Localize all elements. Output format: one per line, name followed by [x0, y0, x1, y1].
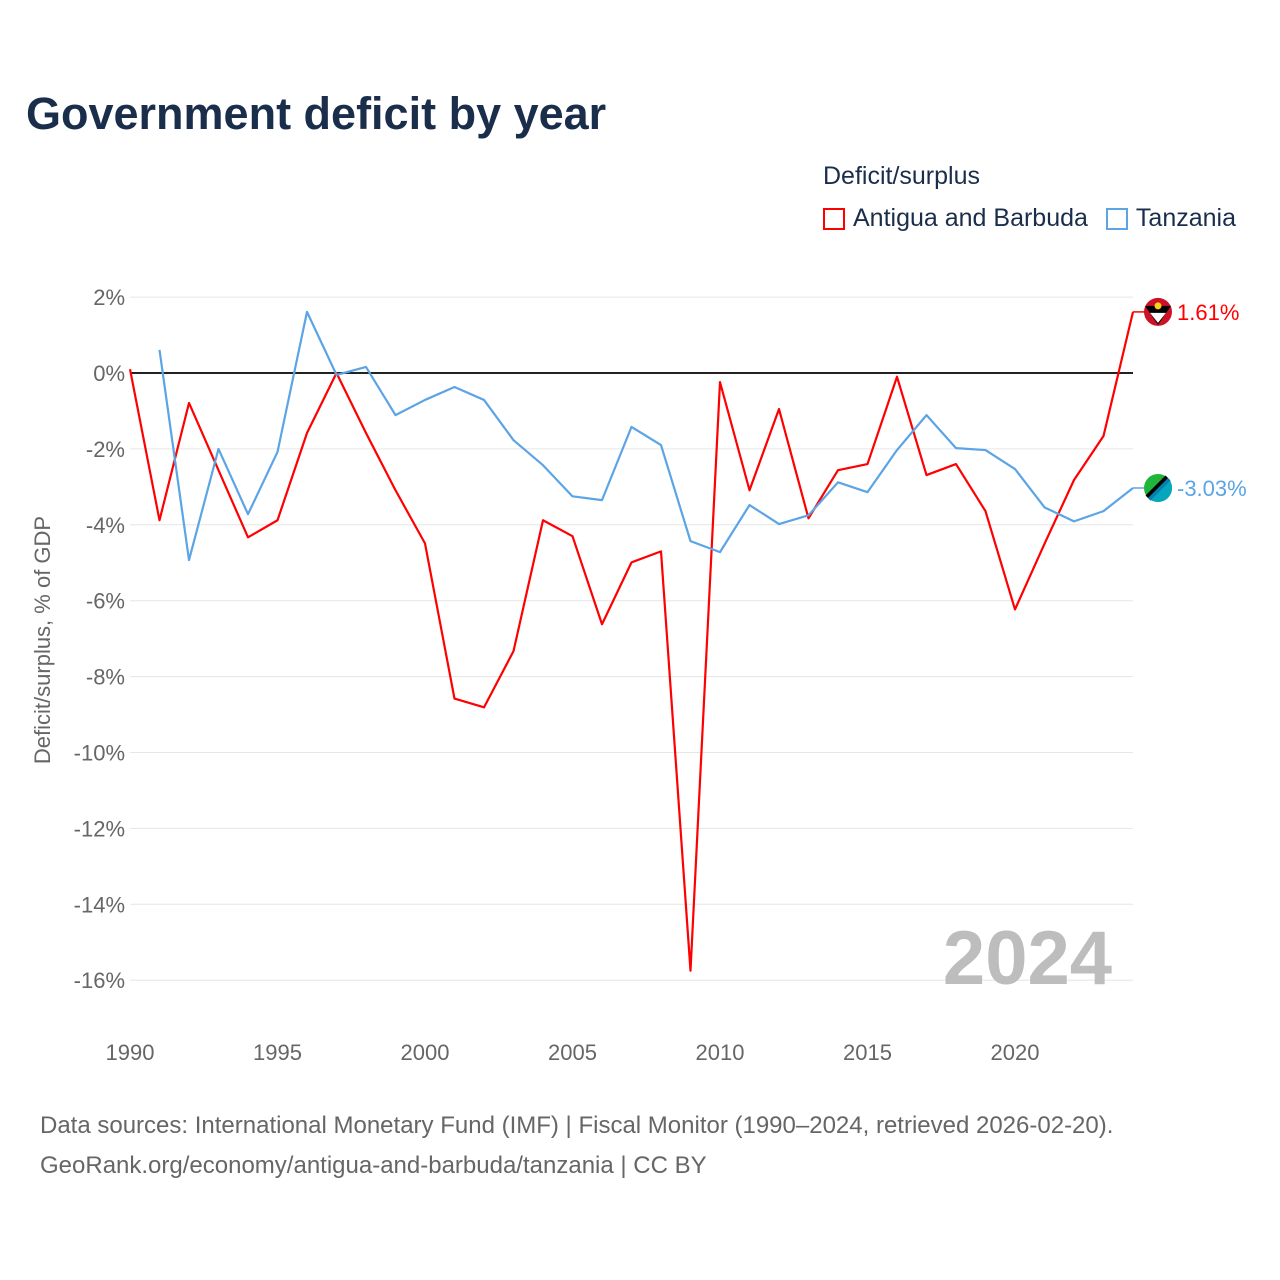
tanzania-flag-stripe — [1145, 475, 1171, 501]
antigua-flag-sun — [1154, 302, 1162, 310]
x-tick-label: 2020 — [991, 1040, 1040, 1065]
y-tick-label: -14% — [74, 892, 125, 917]
end-value-label: -3.03% — [1177, 476, 1247, 501]
legend-label-antigua: Antigua and Barbuda — [853, 204, 1088, 232]
source-line-2[interactable]: GeoRank.org/economy/antigua-and-barbuda/… — [40, 1152, 707, 1179]
year-watermark: 2024 — [943, 916, 1112, 1001]
x-tick-label: 2015 — [843, 1040, 892, 1065]
end-value-label: 1.61% — [1177, 300, 1239, 325]
legend-item-antigua[interactable]: Antigua and Barbuda — [823, 204, 1088, 233]
source-line-1: Data sources: International Monetary Fun… — [40, 1112, 1114, 1139]
y-tick-label: 0% — [93, 361, 125, 386]
x-tick-label: 2000 — [401, 1040, 450, 1065]
y-tick-label: -8% — [86, 665, 125, 690]
y-tick-label: -12% — [74, 816, 125, 841]
legend: Antigua and Barbuda Tanzania — [823, 204, 1254, 233]
x-tick-label: 2010 — [696, 1040, 745, 1065]
legend-label-tanzania: Tanzania — [1135, 204, 1236, 232]
y-tick-label: -2% — [86, 437, 125, 462]
series-line-tanzania — [158, 310, 1134, 562]
chart-title: Government deficit by year — [26, 88, 607, 139]
y-tick-label: -4% — [86, 513, 125, 538]
series-line-antigua — [128, 311, 1135, 972]
x-tick-label: 1990 — [106, 1040, 155, 1065]
legend-swatch-antigua — [823, 207, 845, 230]
x-tick-label: 2005 — [548, 1040, 597, 1065]
tanzania-flag-blue — [1148, 477, 1173, 503]
x-tick-label: 1995 — [253, 1040, 302, 1065]
y-tick-label: -6% — [86, 589, 125, 614]
source-note: Data sources: International Monetary Fun… — [40, 1106, 1113, 1186]
y-axis-label: Deficit/surplus, % of GDP — [30, 516, 55, 764]
legend-swatch-tanzania — [1105, 207, 1128, 230]
y-tick-label: 2% — [93, 285, 125, 310]
legend-title: Deficit/surplus — [823, 162, 980, 190]
legend-item-tanzania[interactable]: Tanzania — [1105, 204, 1236, 233]
antigua-flag-white — [1150, 312, 1166, 323]
y-tick-label: -10% — [74, 741, 125, 766]
y-tick-label: -16% — [74, 968, 125, 993]
